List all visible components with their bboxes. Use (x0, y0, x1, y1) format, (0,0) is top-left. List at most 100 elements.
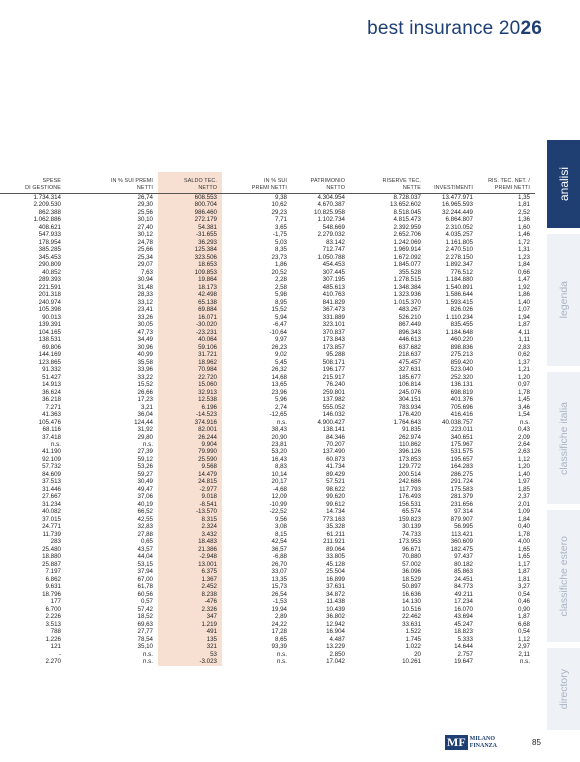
table-row: 31.234 40,19 -8.541 -10,99 99.612 156.531 231.… (0, 500, 535, 509)
table-cell: 14.913 (42, 381, 61, 389)
table-row: 177 0,57 -476 -1,53 11.438 14.130 17.234 0,46 (0, 598, 535, 606)
table-cell: 24,22 (271, 620, 287, 628)
table-row: 69.806 30,96 59.106 26,23 173.857 637.682 898.… (0, 343, 535, 352)
table-cell: 173.853 (398, 455, 421, 463)
table-cell: 35,58 (137, 358, 153, 366)
table-cell: 29,23 (271, 208, 287, 216)
table-cell: 177 (50, 598, 61, 606)
table-cell: 1.522 (405, 628, 421, 636)
table-cell: 40,99 (137, 351, 153, 359)
table-cell: 30,96 (137, 343, 153, 351)
table-row: 221.591 31,48 18.173 2,58 485.613 1.348.384 1.… (0, 283, 535, 292)
table-cell: 1.062.886 (33, 216, 61, 224)
tab-classifiche-estero[interactable]: classifiche estero (547, 510, 580, 642)
table-cell: 1,72 (517, 238, 530, 246)
table-cell: 16.904 (326, 628, 345, 636)
table-cell: 1.348.384 (393, 283, 421, 291)
table-cell: 23,96 (271, 388, 287, 396)
table-cell: 340.651 (450, 433, 473, 441)
table-row: 385.285 25,66 125.384 8,35 712.747 1.969.914 2… (0, 246, 535, 254)
table-cell: 22.462 (402, 613, 421, 621)
table-cell: 5.333 (457, 635, 473, 643)
table-cell: 547.933 (38, 231, 61, 239)
table-cell: 69,63 (137, 620, 153, 628)
tab-directory[interactable]: directory (547, 648, 580, 730)
table-cell: -13.570 (158, 508, 222, 516)
table-cell: -4,68 (272, 485, 287, 493)
table-cell: 1,12 (517, 455, 530, 463)
table-cell: 2.278.150 (445, 253, 473, 261)
table-cell: 32,83 (137, 523, 153, 531)
table-cell: n.s. (143, 440, 153, 448)
table-cell: 31.721 (158, 351, 222, 359)
table-cell: 14.644 (454, 643, 473, 651)
table-cell: 0,97 (517, 381, 530, 389)
table-cell: 291.724 (450, 478, 473, 486)
table-cell: 37.418 (42, 433, 61, 441)
table-row: 105.476 124,44 374.916 n.s. 4.900.427 1.764.6… (0, 418, 535, 427)
table-cell: 59,12 (137, 455, 153, 463)
table-row: 289.393 30,94 19.864 2,28 307.195 1.278.515 1.… (0, 276, 535, 284)
table-cell: 4,00 (517, 538, 530, 546)
table-cell: 105.398 (38, 306, 61, 314)
table-cell: 9,97 (274, 336, 287, 344)
table-cell: -3.023 (158, 658, 222, 666)
table-cell: 17,28 (271, 628, 287, 636)
table-cell: n.s. (277, 650, 287, 658)
table-cell: 4.815.473 (393, 216, 421, 224)
table-cell: 1,07 (517, 306, 530, 314)
table-cell: 17,23 (137, 396, 153, 404)
tab-classifiche-italia[interactable]: classifiche italia (547, 372, 580, 504)
table-cell: 8.728.037 (393, 194, 421, 201)
table-cell: 40.082 (42, 508, 61, 516)
table-cell: 347 (158, 613, 222, 621)
table-cell: 79.990 (158, 448, 222, 456)
table-cell: 286.275 (450, 470, 473, 478)
table-cell: 185.677 (398, 373, 421, 381)
tab-legenda[interactable]: legenda (547, 234, 580, 366)
table-row: 37.015 42,55 8.315 9,56 773.163 159.823 879.90… (0, 515, 535, 524)
table-cell: 13,65 (271, 381, 287, 389)
table-cell: 221.591 (38, 283, 61, 291)
table-cell: 36.218 (42, 396, 61, 404)
table-cell: 89.064 (326, 545, 345, 553)
table-cell: 17.042 (326, 658, 345, 666)
table-cell: 74.733 (402, 530, 421, 538)
table-row: 18.880 44,04 -2.948 -6,88 33.805 70.880 97.437… (0, 553, 535, 561)
table-cell: 1.242.069 (393, 238, 421, 246)
logo-line2: FINANZA (469, 742, 497, 749)
table-cell: 1,87 (517, 568, 530, 576)
table-cell: 3.432 (158, 530, 222, 539)
table-cell: 13,35 (271, 575, 287, 583)
table-cell: 93,39 (271, 643, 287, 651)
table-row: 1.226 78,54 135 8,65 4.487 1.745 5.333 1,12 (0, 635, 535, 644)
table-cell: 0,65 (140, 538, 153, 546)
tab-analisi[interactable]: analisi (547, 140, 580, 228)
table-cell: 6.864.807 (445, 216, 473, 224)
table-cell: 2,09 (517, 433, 530, 441)
table-cell: 835.455 (450, 321, 473, 329)
table-cell: 523.040 (450, 366, 473, 374)
table-cell: 57.002 (402, 560, 421, 568)
table-cell: 1,37 (517, 358, 530, 366)
table-cell: n.s. (520, 418, 530, 426)
table-cell: 27,39 (137, 448, 153, 456)
table-cell: 2.452 (158, 583, 222, 591)
table-row: 9.631 61,78 2.452 15,73 37.631 50.897 84.773 3,… (0, 583, 535, 591)
table-cell: 215.917 (322, 373, 345, 381)
table-cell: 15,73 (271, 583, 287, 591)
table-cell: 483.267 (398, 306, 421, 314)
table-cell: 83.142 (326, 238, 345, 246)
table-cell: 33,96 (137, 366, 153, 374)
table-cell: 137.982 (322, 396, 345, 404)
table-cell: 6,68 (517, 620, 530, 628)
table-cell: 49,47 (137, 485, 153, 493)
table-cell: 89.429 (326, 470, 345, 478)
table-row: 2.226 18,52 347 2,89 36.802 22.462 43.694 1,87 (0, 613, 535, 621)
table-cell: 218.637 (398, 351, 421, 359)
table-cell: 49.211 (454, 590, 473, 598)
table-cell: 491 (158, 628, 222, 636)
table-cell: 6.700 (45, 605, 61, 613)
table-cell: 16.636 (402, 590, 421, 598)
table-cell: 69.884 (158, 306, 222, 314)
